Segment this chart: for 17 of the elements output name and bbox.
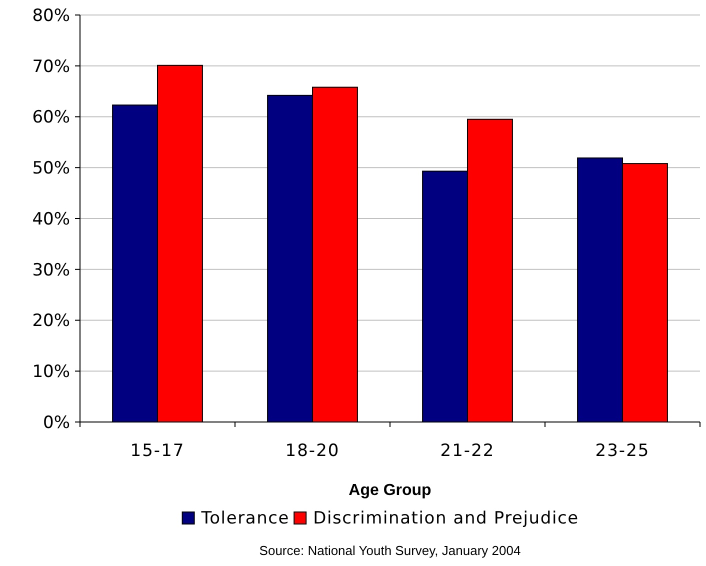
- x-tick-label: 23-25: [595, 441, 650, 461]
- y-tick-label: 30%: [32, 260, 70, 280]
- y-tick-label: 40%: [32, 209, 70, 230]
- legend-label: Discrimination and Prejudice: [313, 508, 579, 529]
- y-tick-label: 80%: [32, 6, 70, 26]
- y-tick-label: 60%: [32, 108, 70, 128]
- legend-label: Tolerance: [200, 508, 290, 529]
- y-tick-label: 70%: [32, 56, 70, 77]
- y-tick-label: 10%: [32, 362, 70, 382]
- y-tick-label: 50%: [32, 158, 70, 179]
- x-tick-label: 21-22: [440, 441, 495, 461]
- y-tick-label: 0%: [43, 412, 70, 433]
- x-tick-label: 15-17: [130, 441, 185, 461]
- y-tick-label: 20%: [32, 311, 70, 332]
- source-note: Source: National Youth Survey, January 2004: [259, 543, 521, 558]
- x-tick-label: 18-20: [285, 441, 340, 461]
- x-axis-title: Age Group: [348, 482, 432, 499]
